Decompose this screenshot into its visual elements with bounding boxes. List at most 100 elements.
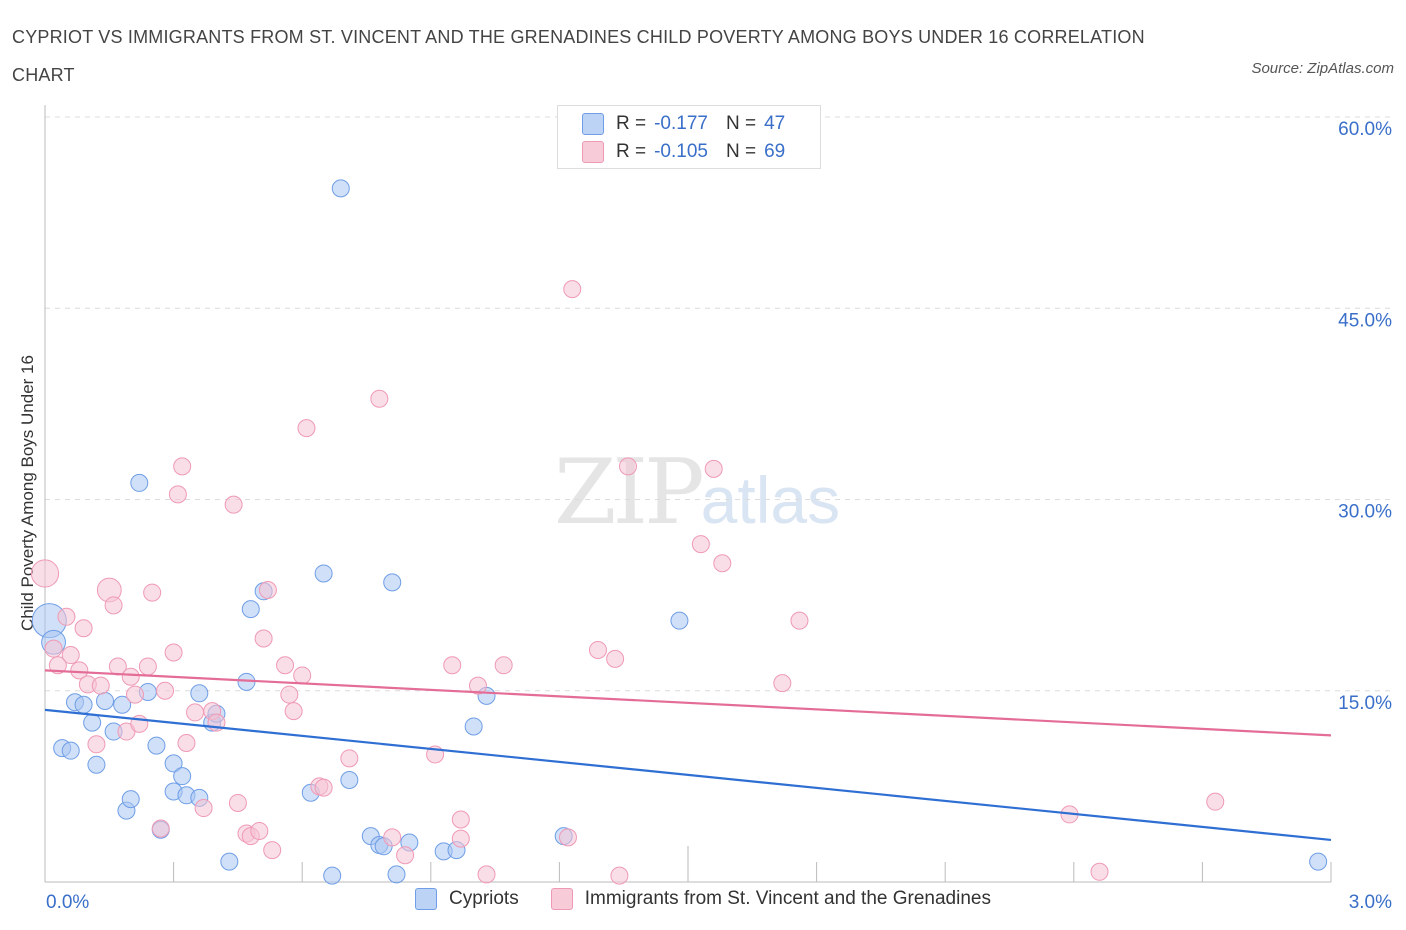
n-label: N = <box>725 141 757 162</box>
immigrants-point <box>558 828 577 847</box>
cypriots-swatch <box>582 113 604 135</box>
n-value: 47 <box>764 113 786 134</box>
cypriots-point <box>220 852 239 871</box>
cypriots-point <box>96 691 115 710</box>
r-value: -0.105 <box>654 141 708 162</box>
immigrants-point <box>297 419 316 438</box>
immigrants-point <box>383 828 402 847</box>
cypriots-point <box>113 695 132 714</box>
immigrants-point <box>494 656 513 675</box>
n-label: N = <box>725 113 757 134</box>
immigrants-point <box>451 810 470 829</box>
immigrants-point <box>790 611 809 630</box>
cypriots-point <box>331 179 350 198</box>
immigrants-point <box>293 666 312 685</box>
y-tick-label: 45.0% <box>1338 310 1392 331</box>
immigrants-point <box>126 685 145 704</box>
n-value: 69 <box>764 141 786 162</box>
cypriots-point <box>74 695 93 714</box>
immigrants-point <box>186 703 205 722</box>
r-label: R = <box>616 113 647 134</box>
stats-row-immigrants: R = -0.105 N = 69 <box>582 138 785 166</box>
y-tick-label: 15.0% <box>1338 693 1392 714</box>
immigrants-point <box>606 649 625 668</box>
cypriots-point <box>241 600 260 619</box>
cypriots-point <box>323 866 342 885</box>
y-tick-label: 60.0% <box>1338 119 1392 140</box>
immigrants-point <box>263 841 282 860</box>
immigrants-point <box>563 280 582 299</box>
immigrants-point <box>370 389 389 408</box>
immigrants-point <box>691 535 710 554</box>
cypriots-point <box>340 771 359 789</box>
legend-label-immigrants: Immigrants from St. Vincent and the Gren… <box>584 888 991 909</box>
legend-item-cypriots[interactable]: Cypriots <box>415 888 519 910</box>
cypriots-point <box>121 790 140 809</box>
y-tick-label: 30.0% <box>1338 502 1392 523</box>
immigrants-point <box>1206 792 1225 811</box>
immigrants-point <box>30 559 60 588</box>
immigrants-point <box>151 819 170 838</box>
cypriots-point <box>147 736 166 755</box>
cypriots-point <box>61 741 80 760</box>
immigrants-point <box>451 829 470 848</box>
immigrants-point <box>314 778 333 797</box>
immigrants-point <box>443 656 462 675</box>
immigrants-point <box>280 685 299 704</box>
immigrants-point <box>143 583 162 602</box>
immigrants-point <box>224 495 243 514</box>
immigrants-point <box>254 629 273 648</box>
cypriots-point <box>173 767 192 786</box>
immigrants-point <box>340 749 359 768</box>
cypriots-point <box>383 573 402 592</box>
cypriots-point <box>190 684 209 703</box>
immigrants-point <box>773 674 792 693</box>
immigrants-point <box>44 639 63 658</box>
cypriots-point <box>670 611 689 630</box>
immigrants-point <box>396 846 415 865</box>
immigrants-point <box>121 667 140 686</box>
cypriots-point <box>130 473 149 492</box>
r-label: R = <box>616 141 647 162</box>
x-tick-label: 0.0% <box>46 892 89 913</box>
immigrants-point <box>173 457 192 476</box>
immigrants-point <box>704 459 723 478</box>
immigrants-swatch <box>582 141 604 163</box>
stats-row-cypriots: R = -0.177 N = 47 <box>582 110 785 138</box>
immigrants-point <box>156 681 175 700</box>
immigrants-point <box>57 607 76 626</box>
immigrants-point <box>276 656 295 675</box>
immigrants-point <box>284 702 303 721</box>
stats-legend: R = -0.177 N = 47 R = -0.105 N = 69 <box>557 105 821 169</box>
cypriots-point <box>83 713 102 732</box>
immigrants-point <box>1090 862 1109 881</box>
immigrants-point <box>194 799 213 818</box>
immigrants-point <box>61 646 80 665</box>
immigrants-point <box>168 485 187 504</box>
immigrants-point <box>138 657 157 676</box>
immigrants-point <box>228 793 247 812</box>
cypriots-point <box>87 755 106 774</box>
chart-title: CYPRIOT VS IMMIGRANTS FROM ST. VINCENT A… <box>12 27 1145 85</box>
immigrants-point <box>618 457 637 476</box>
immigrants-point <box>713 554 732 573</box>
legend-label-cypriots: Cypriots <box>449 888 519 909</box>
cypriots-legend-swatch <box>415 888 438 910</box>
cypriots-point <box>164 754 183 773</box>
immigrants-point <box>177 734 196 753</box>
immigrants-point <box>48 656 67 675</box>
immigrants-point <box>588 640 607 659</box>
immigrants-point <box>477 865 496 884</box>
x-tick-label: 3.0% <box>1349 892 1392 913</box>
immigrants-point <box>468 676 487 695</box>
r-value: -0.177 <box>654 113 708 134</box>
series-legend: Cypriots Immigrants from St. Vincent and… <box>0 888 1406 910</box>
immigrants-point <box>74 619 93 638</box>
cypriots-point <box>387 865 406 884</box>
legend-item-immigrants[interactable]: Immigrants from St. Vincent and the Gren… <box>550 888 991 910</box>
cypriots-point <box>314 564 333 583</box>
immigrants-point <box>70 661 89 680</box>
immigrants-trend-line <box>44 669 1332 737</box>
cypriots-point <box>464 717 483 736</box>
